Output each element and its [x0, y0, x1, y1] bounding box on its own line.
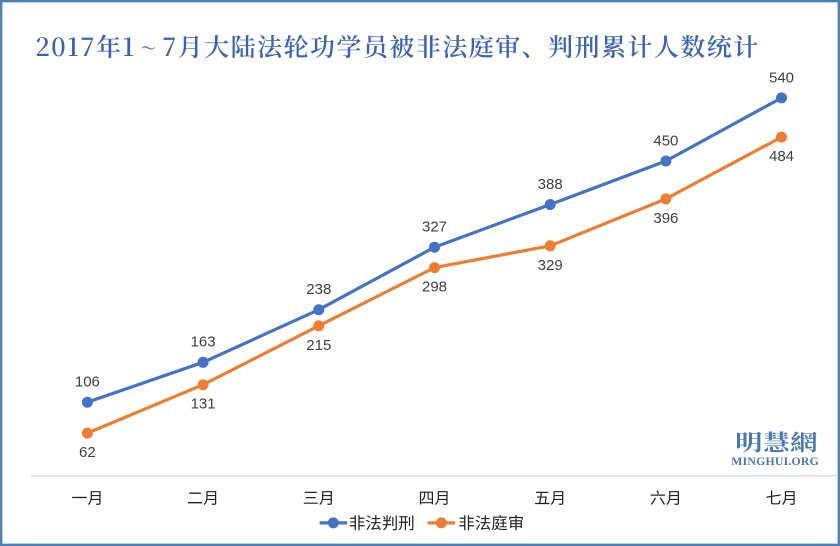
svg-text:62: 62	[79, 444, 96, 461]
svg-text:396: 396	[653, 210, 678, 227]
svg-text:238: 238	[306, 281, 331, 298]
svg-text:484: 484	[769, 148, 794, 165]
svg-text:329: 329	[538, 257, 563, 274]
svg-text:540: 540	[769, 69, 794, 86]
svg-text:106: 106	[75, 374, 100, 391]
svg-text:327: 327	[422, 219, 447, 236]
svg-text:388: 388	[538, 176, 563, 193]
svg-text:MINGHUI.ORG: MINGHUI.ORG	[731, 454, 819, 468]
svg-text:131: 131	[191, 396, 216, 413]
svg-text:215: 215	[306, 337, 331, 354]
svg-text:298: 298	[422, 279, 447, 296]
svg-text:450: 450	[653, 132, 678, 149]
svg-text:163: 163	[191, 334, 216, 351]
